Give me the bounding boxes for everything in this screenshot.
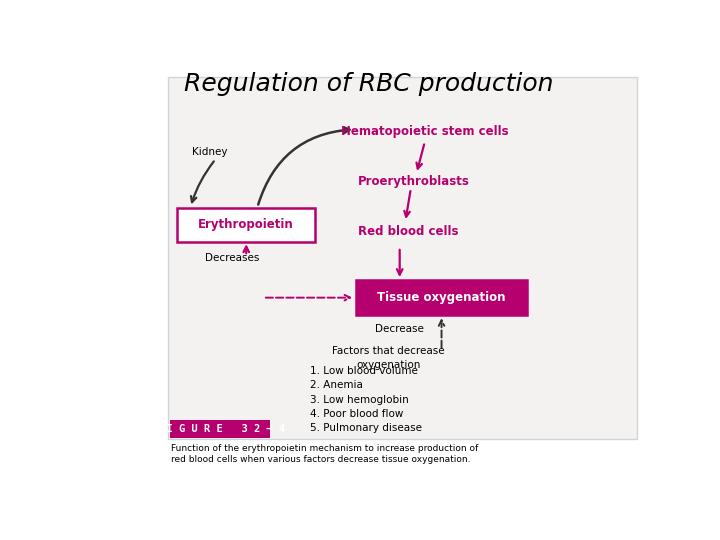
Text: 1. Low blood volume
2. Anemia
3. Low hemoglobin
4. Poor blood flow
5. Pulmonary : 1. Low blood volume 2. Anemia 3. Low hem…: [310, 366, 423, 433]
Text: Decrease: Decrease: [375, 324, 424, 334]
FancyBboxPatch shape: [177, 207, 315, 242]
FancyBboxPatch shape: [168, 77, 637, 439]
Text: Regulation of RBC production: Regulation of RBC production: [184, 71, 554, 96]
Text: Hematopoietic stem cells: Hematopoietic stem cells: [341, 125, 508, 138]
Text: Red blood cells: Red blood cells: [358, 225, 459, 238]
FancyBboxPatch shape: [170, 420, 270, 438]
Text: Factors that decrease
oxygenation: Factors that decrease oxygenation: [332, 346, 445, 369]
Text: Erythropoietin: Erythropoietin: [199, 218, 294, 231]
Text: Tissue oxygenation: Tissue oxygenation: [377, 291, 505, 304]
FancyBboxPatch shape: [356, 280, 528, 315]
Text: Decreases: Decreases: [205, 253, 259, 263]
Text: Function of the erythropoietin mechanism to increase production of
red blood cel: Function of the erythropoietin mechanism…: [171, 444, 478, 464]
Text: Kidney: Kidney: [192, 147, 228, 157]
Text: F I G U R E   3 2 – 4: F I G U R E 3 2 – 4: [154, 424, 285, 434]
Text: Proerythroblasts: Proerythroblasts: [358, 175, 469, 188]
